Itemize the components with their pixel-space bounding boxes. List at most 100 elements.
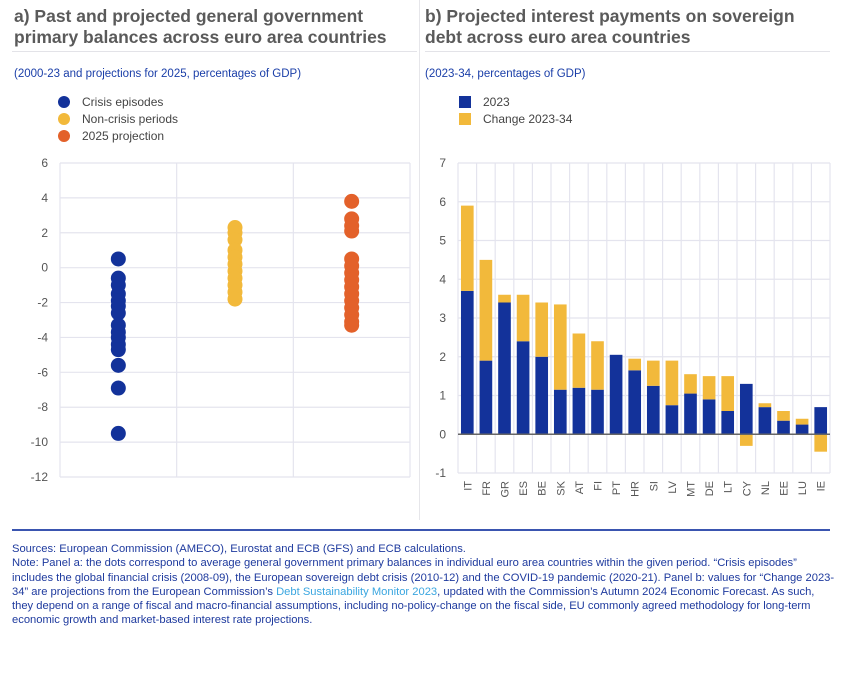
panel-a-y-tick-label: -12 [31,470,49,484]
panel-a-title: a) Past and projected general government… [14,6,387,48]
bar-2023-ES [516,341,530,435]
panel-b-x-tick-label: BE [537,481,549,496]
panel-b-x-tick-label: AT [574,481,586,495]
panel-a-title-line2: primary balances across euro area countr… [14,27,387,47]
panel-a-y-tick-label: -6 [37,365,48,379]
panel-b-legend: 2023 Change 2023-34 [459,93,572,127]
panel-b-y-tick-label: 2 [439,350,446,364]
bar-2023-IE [814,407,828,435]
note-text-part1: Note: Panel a: the dots correspond to av… [12,557,835,598]
panel-a-title-rule [12,51,417,52]
panel-divider [419,0,420,520]
bar-2023-LT [721,411,735,435]
bar-change-MT [684,374,697,394]
bar-2023-BE [535,356,549,435]
bar-change-GR [498,294,511,303]
bar-2023-IT [460,290,474,435]
panel-b-x-tick-label: CY [741,480,753,496]
panel-a-dot-projection [344,193,360,209]
bar-change-HR [628,358,642,371]
bar-change-NL [758,403,772,408]
panel-b-x-tick-label: GR [500,481,512,498]
bar-2023-AT [572,387,586,435]
legend-label-noncrisis: Non-crisis periods [82,111,179,126]
legend-item-2023: 2023 [459,93,572,110]
bar-change-IT [460,205,474,291]
bar-change-CY [739,434,753,446]
panel-b-x-tick-label: FR [481,481,493,496]
legend-swatch-2023 [459,95,471,108]
panel-b-x-tick-label: NL [760,481,772,495]
panel-b-x-tick-label: SI [648,481,660,491]
bar-change-SI [646,360,660,386]
panel-b-y-tick-label: 6 [439,195,446,209]
panel-a-dot-noncrisis [227,291,243,307]
bar-2023-NL [758,407,772,435]
legend-swatch-noncrisis [58,112,70,125]
panel-a-y-tick-label: 2 [41,226,48,240]
panel-b-y-tick-label: 3 [439,311,446,325]
panel-b-x-tick-label: IE [816,481,828,491]
panel-b-title: b) Projected interest payments on sovere… [425,6,795,48]
bar-2023-EE [777,420,790,435]
bar-2023-LV [665,405,679,435]
bar-change-EE [777,411,790,421]
panel-b-y-tick-label: 4 [439,272,446,286]
panel-b-x-tick-label: MT [686,481,698,497]
panel-a-dot-projection [344,317,360,333]
panel-a-dot-crisis [110,342,126,358]
panel-b-x-tick-label: ES [518,481,530,496]
panel-a-dot-projection [344,223,360,239]
legend-swatch-change [459,112,471,125]
legend-item-change: Change 2023-34 [459,110,572,127]
panel-a-dot-crisis [110,357,126,373]
bar-change-DE [702,376,716,400]
panel-b-title-rule [425,51,830,52]
panel-b-x-tick-label: LV [667,480,679,493]
legend-label-2023: 2023 [483,94,510,109]
legend-swatch-crisis [58,95,70,108]
panel-b-y-tick-label: 0 [439,427,446,441]
legend-swatch-projection [58,129,70,142]
panel-a-dot-noncrisis [227,232,243,248]
panel-a-dot-crisis [110,425,126,441]
legend-label-crisis: Crisis episodes [82,94,164,109]
bar-2023-DE [702,399,716,435]
bar-2023-PT [609,354,623,435]
panel-b-title-line1: b) Projected interest payments on sovere… [425,6,795,26]
note-text-part2: , updated with the Commission’s Autumn 2… [12,585,815,627]
panel-b-x-tick-label: LT [723,481,735,493]
panel-a-dot-crisis [110,305,126,321]
legend-item-crisis: Crisis episodes [58,93,178,110]
panel-b-x-tick-label: IT [462,481,474,491]
panel-b-x-tick-label: PT [611,481,623,495]
bar-change-SK [553,304,567,390]
footer-rule [12,529,830,531]
panel-b-y-tick-label: -1 [435,466,446,480]
panel-a-y-tick-label: 0 [41,261,48,275]
bar-2023-SI [646,385,660,435]
panel-b-x-tick-label: LU [797,481,809,495]
panel-b-y-tick-label: 1 [439,389,446,403]
bar-change-LU [795,418,809,425]
panel-a-y-tick-label: 6 [41,156,48,170]
bar-change-FI [591,341,604,390]
bar-2023-FI [591,389,604,435]
panel-a-dot-crisis [110,251,126,267]
panel-b-x-tick-label: SK [555,480,567,495]
panel-a-legend: Crisis episodes Non-crisis periods 2025 … [58,93,178,144]
panel-a-y-tick-label: 4 [41,191,48,205]
bar-2023-GR [498,302,511,435]
panel-b-x-tick-label: EE [779,481,791,496]
panel-a-title-line1: a) Past and projected general government [14,6,364,26]
panel-b-x-tick-label: HR [630,481,642,497]
debt-sustainability-monitor-link[interactable]: Debt Sustainability Monitor 2023 [276,585,438,598]
bar-change-FR [479,259,493,361]
note-text: Note: Panel a: the dots correspond to av… [12,556,838,627]
legend-item-noncrisis: Non-crisis periods [58,110,178,127]
panel-b-subtitle: (2023-34, percentages of GDP) [425,68,586,80]
bar-2023-FR [479,360,493,435]
bar-change-IE [814,434,828,452]
footer-notes: Sources: European Commission (AMECO), Eu… [12,542,838,628]
panel-a-y-tick-label: -2 [37,296,48,310]
